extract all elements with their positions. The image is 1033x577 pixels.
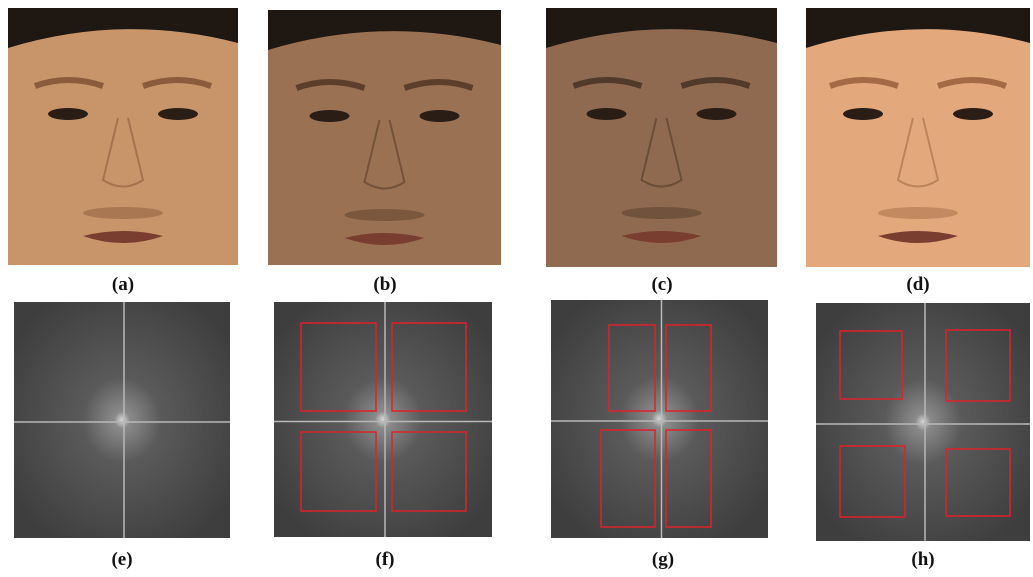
panel-label: (b) bbox=[373, 274, 396, 295]
face-image bbox=[8, 8, 238, 265]
spectrum-image bbox=[14, 302, 230, 538]
eye bbox=[420, 110, 460, 122]
mustache bbox=[878, 207, 958, 219]
panel-label: (f) bbox=[376, 549, 395, 570]
spectrum-image bbox=[816, 303, 1030, 541]
panel-label: (d) bbox=[906, 274, 929, 295]
eye bbox=[158, 108, 198, 120]
spectrum bbox=[14, 302, 230, 538]
figure: (a) (b) (c) (d) (e) (f) (g) (h) bbox=[0, 0, 1033, 577]
eye bbox=[697, 108, 737, 120]
eye bbox=[48, 108, 88, 120]
panel-label: (c) bbox=[651, 274, 672, 295]
face-skin bbox=[8, 18, 238, 265]
spectrum bbox=[816, 303, 1030, 541]
face-skin bbox=[546, 18, 777, 267]
eye bbox=[310, 110, 350, 122]
spectrum-image bbox=[551, 300, 768, 538]
eye bbox=[953, 108, 993, 120]
spectrum bbox=[551, 300, 768, 538]
eye bbox=[843, 108, 883, 120]
panel-label: (e) bbox=[111, 549, 132, 570]
panel-label: (h) bbox=[911, 549, 934, 570]
face-image bbox=[268, 10, 501, 265]
face-image bbox=[546, 8, 777, 267]
mustache bbox=[83, 207, 163, 219]
spectrum bbox=[274, 302, 492, 537]
panel-label: (g) bbox=[652, 549, 674, 570]
eye bbox=[587, 108, 627, 120]
face-skin bbox=[806, 18, 1030, 267]
mustache bbox=[622, 207, 702, 219]
spectrum-image bbox=[274, 302, 492, 537]
panel-label: (a) bbox=[112, 274, 134, 295]
face-skin bbox=[268, 20, 501, 265]
face-image bbox=[806, 8, 1030, 267]
mustache bbox=[345, 209, 425, 221]
